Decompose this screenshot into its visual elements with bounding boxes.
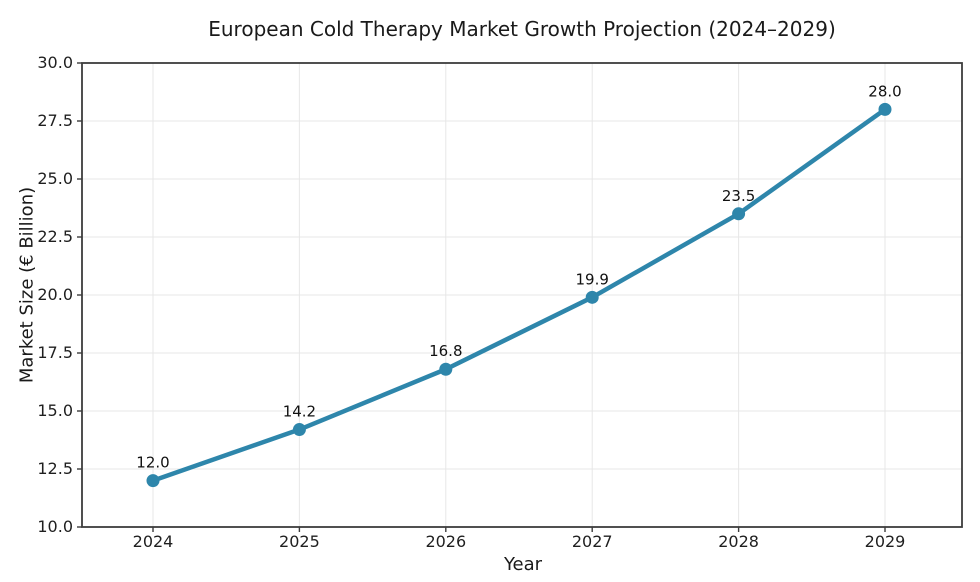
series-line (150, 107, 888, 483)
data-point-marker (146, 474, 160, 488)
x-tick-label: 2025 (279, 532, 320, 551)
y-tick-label: 10.0 (37, 517, 73, 536)
y-tick-label: 25.0 (37, 169, 73, 188)
data-point-marker (878, 102, 892, 116)
x-tick-label: 2026 (425, 532, 466, 551)
data-point-label: 19.9 (575, 270, 608, 288)
y-tick-label: 20.0 (37, 285, 73, 304)
x-axis-label: Year (503, 554, 543, 575)
chart-title: European Cold Therapy Market Growth Proj… (208, 17, 836, 41)
data-point-marker (585, 290, 599, 304)
data-point-label: 12.0 (136, 454, 169, 472)
y-tick-label: 17.5 (37, 343, 73, 362)
x-tick-label: 2027 (572, 532, 613, 551)
y-tick-label: 22.5 (37, 227, 73, 246)
x-tick-label: 2024 (133, 532, 174, 551)
data-point-label: 23.5 (722, 187, 755, 205)
data-point-label: 28.0 (868, 82, 901, 100)
y-tick-label: 27.5 (37, 111, 73, 130)
y-tick-label: 15.0 (37, 401, 73, 420)
x-tick-label: 2028 (718, 532, 759, 551)
data-point-label: 14.2 (283, 403, 316, 421)
y-tick-label: 12.5 (37, 459, 73, 478)
data-point-marker (732, 207, 746, 221)
y-tick-label: 30.0 (37, 53, 73, 72)
x-tick-label: 2029 (865, 532, 906, 551)
data-point-label: 16.8 (429, 342, 462, 360)
data-point-marker (292, 423, 306, 437)
data-point-marker (439, 362, 453, 376)
